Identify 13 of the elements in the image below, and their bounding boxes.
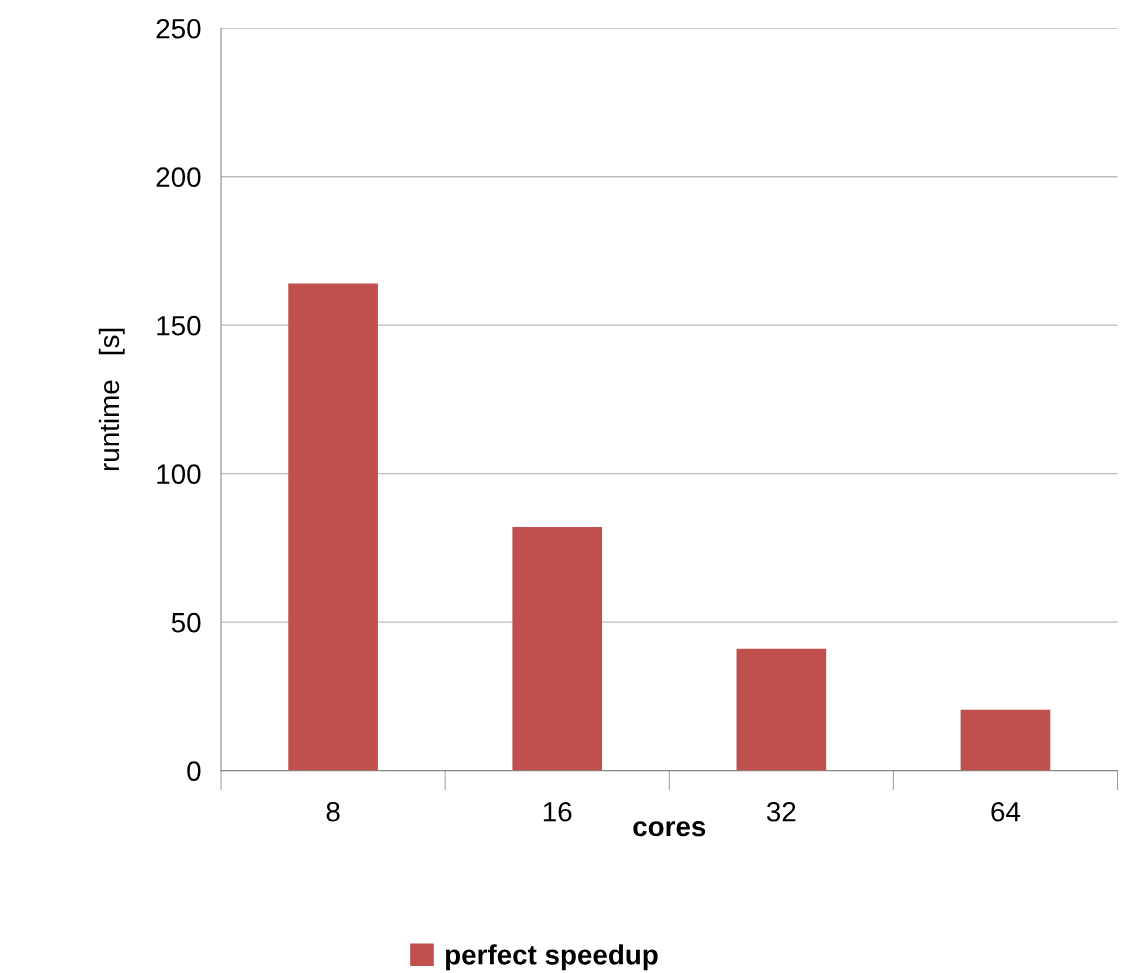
y-tick-label: 0 (187, 761, 201, 781)
y-axis-title: runtime [s] (98, 328, 125, 471)
x-axis-title: cores (633, 821, 706, 837)
y-tick-label: 250 (156, 18, 201, 39)
x-tick-label: 8 (326, 801, 340, 822)
x-tick-label: 64 (991, 801, 1021, 822)
x-tick-label: 16 (543, 801, 572, 822)
y-tick-label: 200 (156, 167, 201, 188)
y-tick-label: 50 (171, 612, 201, 633)
x-tick-label: 32 (766, 801, 796, 822)
y-tick-label: 150 (157, 315, 201, 336)
legend-label: perfect speedup (446, 944, 658, 971)
y-tick-label: 100 (157, 464, 201, 484)
